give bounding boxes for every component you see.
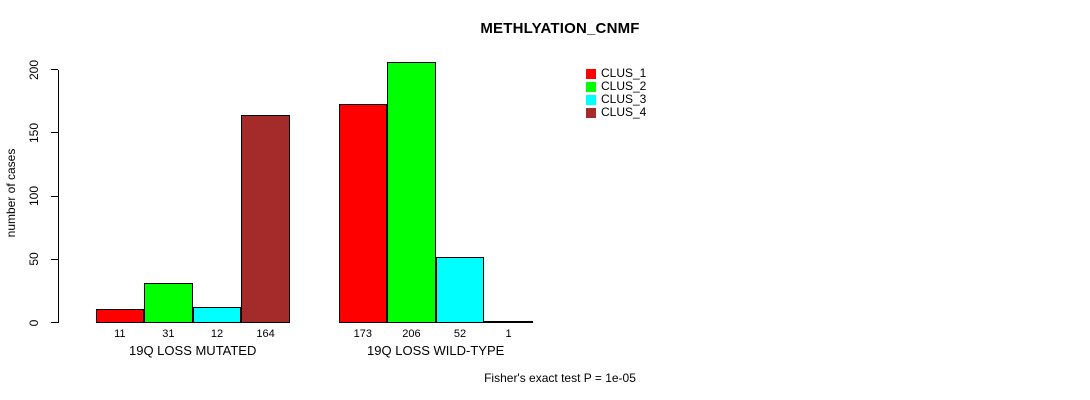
legend-label-clus_3: CLUS_3 xyxy=(601,92,647,106)
y-axis-tick-label: 50 xyxy=(27,252,41,266)
legend-swatch-clus_3 xyxy=(586,94,596,105)
legend-label-clus_1: CLUS_1 xyxy=(601,66,647,80)
y-axis-tick xyxy=(51,69,58,70)
y-axis-tick xyxy=(51,195,58,197)
legend-label-clus_4: CLUS_4 xyxy=(601,105,647,119)
bar-value-label: 173 xyxy=(353,328,372,340)
bar-clus_4-group1 xyxy=(241,115,290,324)
bar-clus_3-group2 xyxy=(435,256,485,324)
y-axis-line xyxy=(58,69,59,323)
legend-swatch-clus_2 xyxy=(586,81,596,92)
bar-value-label: 12 xyxy=(210,328,224,340)
bar-clus_1-group2 xyxy=(338,103,388,324)
legend-row-clus_4: CLUS_4 xyxy=(586,106,646,119)
bar-clus_1-group1 xyxy=(95,308,145,324)
y-axis-title: number of cases xyxy=(4,148,18,238)
legend: CLUS_1 CLUS_2 CLUS_3 CLUS_4 xyxy=(586,67,646,119)
bar-value-label: 206 xyxy=(402,328,421,340)
bar-value-label: 1 xyxy=(505,328,512,340)
legend-row-clus_2: CLUS_2 xyxy=(586,80,646,93)
y-axis-tick-label: 100 xyxy=(27,185,41,207)
bar-clus_2-group1 xyxy=(144,283,193,324)
bar-value-label: 164 xyxy=(256,328,275,340)
bar-clus_3-group1 xyxy=(192,307,242,324)
legend-swatch-clus_1 xyxy=(586,68,596,79)
bar-value-label: 11 xyxy=(114,328,126,340)
y-axis-tick xyxy=(51,258,58,260)
y-axis-tick-label: 150 xyxy=(27,122,41,143)
y-axis-tick-label: 200 xyxy=(27,59,41,80)
y-axis-tick xyxy=(51,132,58,134)
y-axis-tick-label: 0 xyxy=(27,319,41,326)
bar-clus_2-group2 xyxy=(387,61,436,324)
legend-label-clus_2: CLUS_2 xyxy=(601,79,647,93)
bar-clus_4-group2 xyxy=(484,321,533,324)
bar-value-label: 31 xyxy=(162,328,175,340)
legend-swatch-clus_4 xyxy=(586,107,596,118)
fisher-test-annotation: Fisher's exact test P = 1e-05 xyxy=(484,371,636,385)
bar-value-label: 52 xyxy=(453,328,467,340)
group-label-1: 19Q LOSS MUTATED xyxy=(128,343,257,358)
y-axis-tick xyxy=(51,322,58,323)
chart-title: METHLYATION_CNMF xyxy=(480,20,640,37)
group-label-2: 19Q LOSS WILD-TYPE xyxy=(367,343,505,358)
legend-row-clus_1: CLUS_1 xyxy=(586,67,646,80)
legend-row-clus_3: CLUS_3 xyxy=(586,93,646,106)
